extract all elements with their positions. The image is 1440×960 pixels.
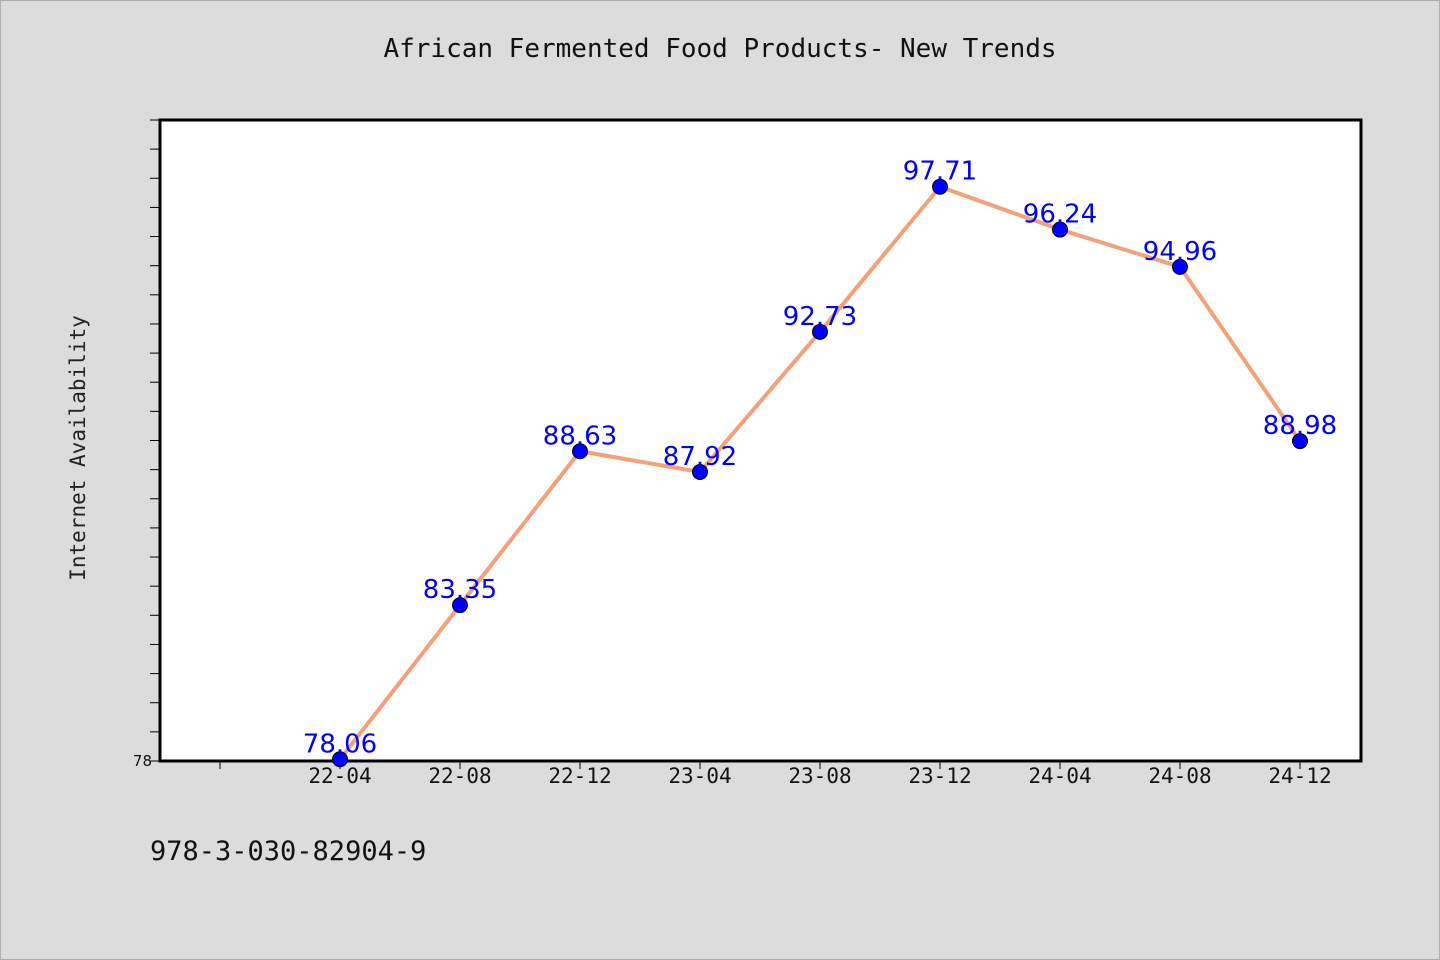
data-point	[572, 443, 588, 460]
data-point	[812, 323, 828, 340]
x-tick-label: 24-08	[1148, 764, 1211, 788]
data-label: 97.71	[903, 157, 977, 187]
data-point	[452, 597, 468, 614]
data-label: 92.73	[783, 302, 857, 332]
chart-title: African Fermented Food Products- New Tre…	[383, 34, 1057, 64]
x-tick-label: 22-12	[548, 764, 611, 788]
plot-area	[158, 118, 1363, 763]
data-point	[332, 751, 348, 768]
x-tick-label: 24-12	[1268, 764, 1331, 788]
x-tick-label: 24-04	[1028, 764, 1091, 788]
data-point	[1172, 258, 1188, 275]
y-tick-label: 78	[133, 752, 152, 770]
data-label: 88.63	[543, 421, 617, 451]
x-tick-label: 23-08	[788, 764, 851, 788]
data-label: 78.06	[303, 729, 377, 759]
data-labels: 78.06 83.35 88.63 87.92 92.73 97.71 96.24 94.96…	[303, 157, 1337, 760]
data-label: 88.98	[1263, 411, 1337, 441]
data-point	[692, 463, 708, 480]
data-point	[1292, 433, 1308, 450]
x-tick-label: 22-08	[428, 764, 491, 788]
data-point	[1052, 221, 1068, 238]
footer-code: 978-3-030-82904-9	[150, 836, 427, 867]
data-label: 96.24	[1023, 200, 1097, 230]
series-group	[332, 178, 1308, 768]
data-point	[932, 178, 948, 195]
data-label: 83.35	[423, 575, 497, 605]
y-axis-ticks: 78	[133, 119, 160, 770]
x-tick-label: 22-04	[308, 764, 371, 788]
x-axis-ticks: 22-04 22-08 22-12 23-04 23-08 23-12 24-04 24-08…	[219, 761, 1332, 788]
x-tick-label: 23-04	[668, 764, 731, 788]
x-tick-label: 23-12	[908, 764, 971, 788]
data-label: 94.96	[1143, 237, 1217, 267]
data-label: 87.92	[663, 442, 737, 472]
